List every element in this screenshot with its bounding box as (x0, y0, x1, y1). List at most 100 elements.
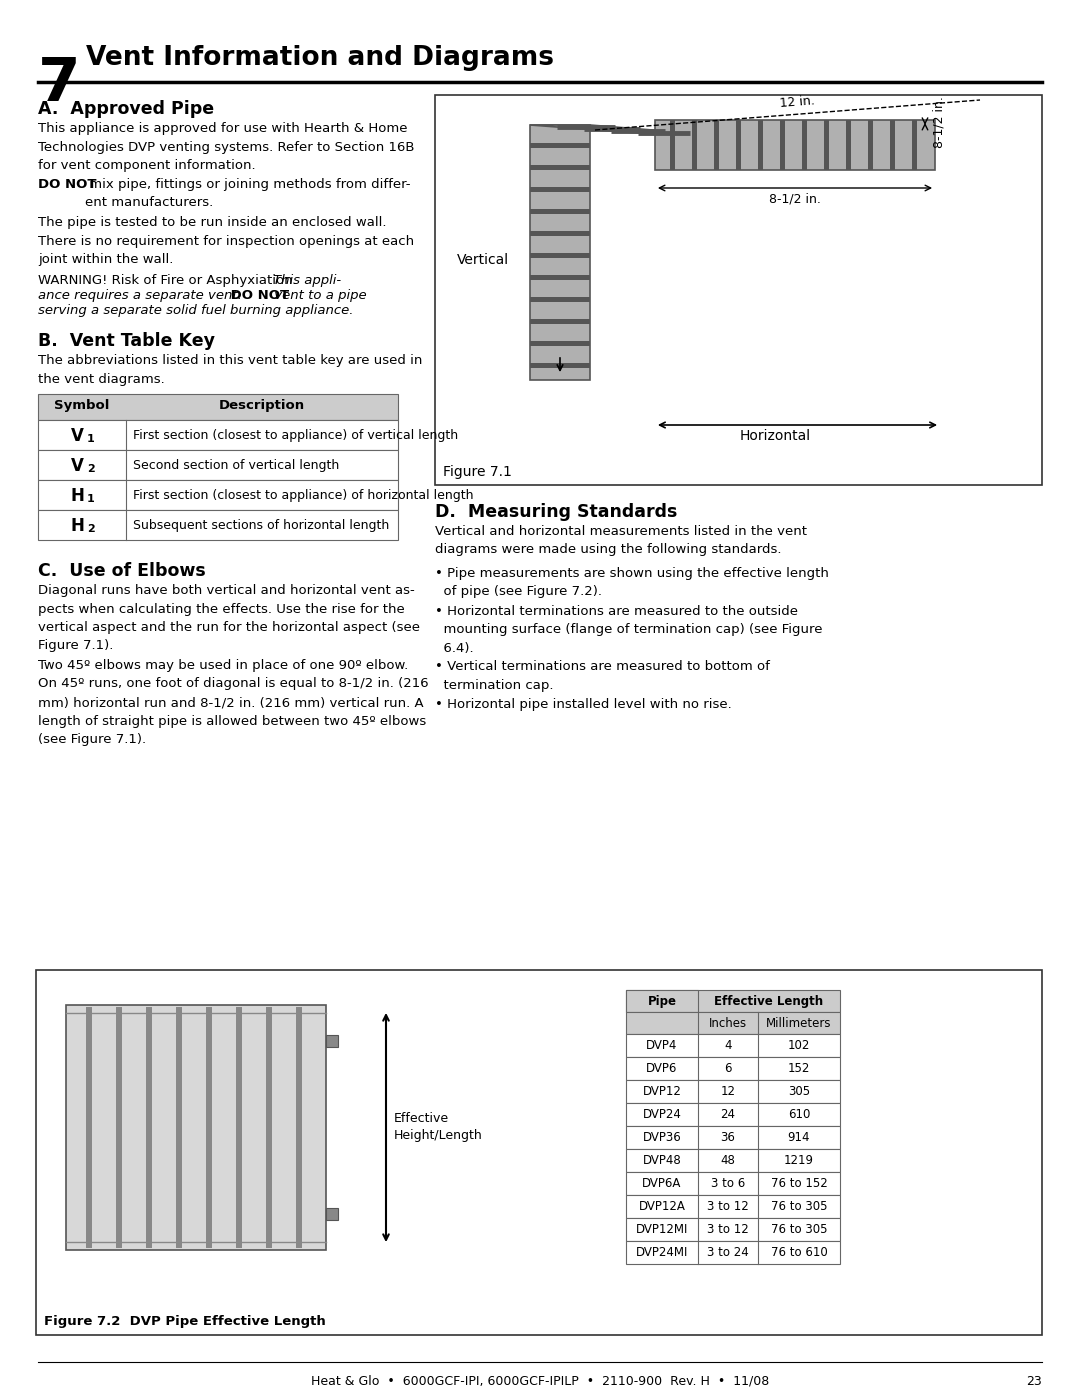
Bar (626, 1148, 840, 1172)
Text: 305: 305 (788, 1085, 810, 1098)
Bar (530, 275, 590, 279)
Bar (626, 1218, 840, 1241)
Bar (435, 95, 1042, 485)
Bar (530, 253, 590, 258)
Text: Symbol: Symbol (54, 400, 110, 412)
Text: 76 to 610: 76 to 610 (771, 1246, 827, 1259)
Bar (530, 231, 590, 236)
Bar (530, 298, 590, 302)
Text: C.  Use of Elbows: C. Use of Elbows (38, 562, 206, 580)
Bar (206, 1007, 212, 1248)
Text: Figure 7.1: Figure 7.1 (443, 465, 512, 479)
Bar (296, 1007, 302, 1248)
Bar (626, 990, 698, 1011)
Bar (802, 120, 807, 170)
Text: • Horizontal pipe installed level with no rise.: • Horizontal pipe installed level with n… (435, 698, 732, 711)
Bar (626, 1194, 840, 1218)
Text: 152: 152 (787, 1062, 810, 1076)
Text: First section (closest to appliance) of vertical length: First section (closest to appliance) of … (133, 429, 458, 441)
Bar (530, 142, 590, 148)
Text: 2: 2 (87, 464, 95, 474)
Bar (868, 120, 873, 170)
Bar (36, 970, 1042, 1336)
Text: 2: 2 (87, 524, 95, 534)
Text: 24: 24 (720, 1108, 735, 1120)
Text: DVP48: DVP48 (643, 1154, 681, 1166)
Bar (116, 1007, 122, 1248)
Text: 1219: 1219 (784, 1154, 814, 1166)
Bar (758, 120, 762, 170)
Bar (530, 363, 590, 367)
Text: 1: 1 (87, 434, 95, 444)
Bar (146, 1007, 152, 1248)
Bar (670, 120, 675, 170)
Text: mix pipe, fittings or joining methods from differ-
ent manufacturers.: mix pipe, fittings or joining methods fr… (85, 177, 410, 210)
Text: DVP12MI: DVP12MI (636, 1222, 688, 1236)
Text: 76 to 152: 76 to 152 (771, 1178, 827, 1190)
Bar (654, 120, 935, 170)
Bar (912, 120, 917, 170)
Text: Effective
Height/Length: Effective Height/Length (394, 1112, 483, 1143)
Text: D.  Measuring Standards: D. Measuring Standards (435, 503, 677, 521)
Bar (626, 1034, 840, 1058)
Text: Horizontal: Horizontal (740, 429, 811, 443)
Text: 7: 7 (38, 54, 81, 115)
Bar (176, 1007, 183, 1248)
Text: DVP6A: DVP6A (643, 1178, 681, 1190)
Text: Figure 7.2  DVP Pipe Effective Length: Figure 7.2 DVP Pipe Effective Length (44, 1315, 326, 1329)
Text: Inches: Inches (708, 1017, 747, 1030)
Text: Effective Length: Effective Length (715, 995, 824, 1009)
Text: • Pipe measurements are shown using the effective length
  of pipe (see Figure 7: • Pipe measurements are shown using the … (435, 567, 828, 598)
Text: Vent Information and Diagrams: Vent Information and Diagrams (86, 45, 554, 71)
Text: V: V (70, 457, 83, 475)
Text: DVP24MI: DVP24MI (636, 1246, 688, 1259)
Text: V: V (70, 427, 83, 446)
Bar (824, 120, 829, 170)
Text: 12: 12 (720, 1085, 735, 1098)
Bar (780, 120, 785, 170)
Text: Diagonal runs have both vertical and horizontal vent as-
pects when calculating : Diagonal runs have both vertical and hor… (38, 584, 420, 652)
Bar (626, 990, 840, 1011)
Bar (626, 1172, 840, 1194)
Text: The abbreviations listed in this vent table key are used in
the vent diagrams.: The abbreviations listed in this vent ta… (38, 353, 422, 386)
Bar (626, 1080, 840, 1104)
Text: 610: 610 (787, 1108, 810, 1120)
Text: 1: 1 (87, 495, 95, 504)
Text: DO NOT: DO NOT (226, 289, 289, 302)
Text: 3 to 24: 3 to 24 (707, 1246, 748, 1259)
Text: serving a separate solid fuel burning appliance.: serving a separate solid fuel burning ap… (38, 305, 353, 317)
Text: vent to a pipe: vent to a pipe (270, 289, 366, 302)
Bar (530, 187, 590, 191)
Text: Millimeters: Millimeters (766, 1017, 832, 1030)
Text: 6: 6 (725, 1062, 732, 1076)
Bar (237, 1007, 242, 1248)
Polygon shape (530, 124, 715, 136)
Text: • Horizontal terminations are measured to the outside
  mounting surface (flange: • Horizontal terminations are measured t… (435, 605, 823, 655)
Bar (626, 1058, 840, 1080)
Text: 4: 4 (725, 1039, 732, 1052)
Bar (626, 1126, 840, 1148)
Bar (626, 1104, 840, 1126)
Bar (530, 319, 590, 324)
Bar (38, 394, 399, 420)
Text: Two 45º elbows may be used in place of one 90º elbow.
On 45º runs, one foot of d: Two 45º elbows may be used in place of o… (38, 659, 429, 746)
Text: 102: 102 (787, 1039, 810, 1052)
Text: DO NOT: DO NOT (38, 177, 96, 191)
Text: Description: Description (219, 400, 305, 412)
Text: WARNING! Risk of Fire or Asphyxiation.: WARNING! Risk of Fire or Asphyxiation. (38, 274, 310, 286)
Text: This appli-: This appli- (273, 274, 341, 286)
Bar (326, 1208, 338, 1220)
Text: • Vertical terminations are measured to bottom of
  termination cap.: • Vertical terminations are measured to … (435, 659, 770, 692)
Bar (266, 1007, 272, 1248)
Text: 8-1/2 in.: 8-1/2 in. (769, 193, 821, 205)
Text: 36: 36 (720, 1132, 735, 1144)
Bar (530, 124, 590, 380)
Text: 76 to 305: 76 to 305 (771, 1222, 827, 1236)
Bar (846, 120, 851, 170)
Text: This appliance is approved for use with Hearth & Home
Technologies DVP venting s: This appliance is approved for use with … (38, 122, 415, 172)
Text: The pipe is tested to be run inside an enclosed wall.
There is no requirement fo: The pipe is tested to be run inside an e… (38, 217, 414, 265)
Text: ance requires a separate vent.: ance requires a separate vent. (38, 289, 242, 302)
Text: Vertical and horizontal measurements listed in the vent
diagrams were made using: Vertical and horizontal measurements lis… (435, 525, 807, 556)
Text: A.  Approved Pipe: A. Approved Pipe (38, 101, 214, 117)
Text: H: H (70, 488, 84, 504)
